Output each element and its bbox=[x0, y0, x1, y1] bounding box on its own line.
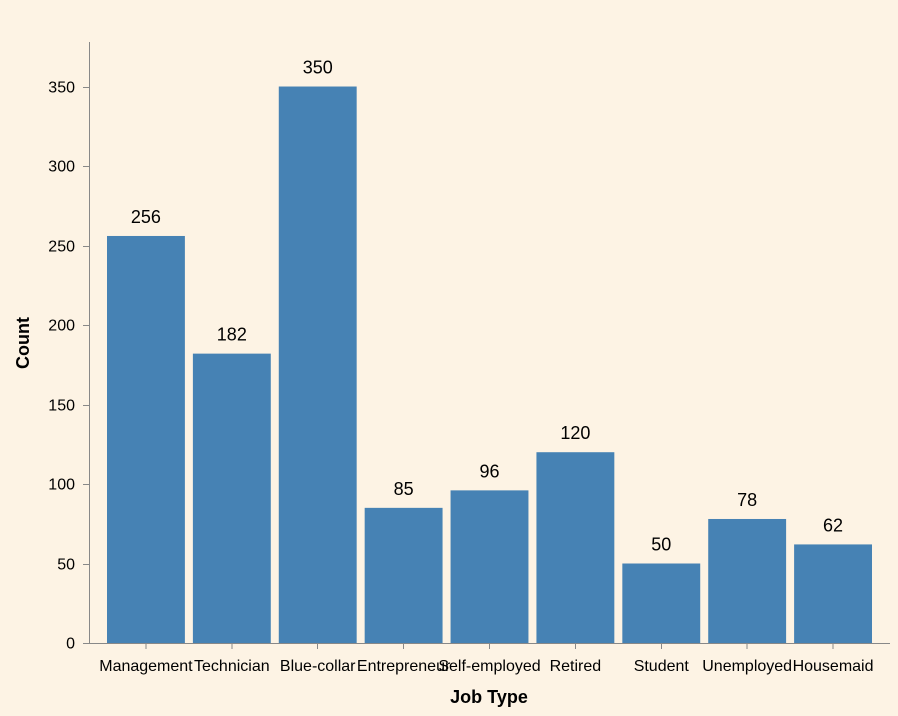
y-tick-label: 0 bbox=[66, 636, 75, 653]
x-tick-label: Self-employed bbox=[438, 658, 540, 675]
bar-management bbox=[107, 235, 185, 643]
bar-entrepreneur bbox=[364, 507, 443, 643]
y-tick-label: 50 bbox=[57, 557, 75, 574]
y-tick-label: 300 bbox=[48, 159, 75, 176]
x-axis-title: Job Type bbox=[450, 687, 528, 707]
y-tick-label: 100 bbox=[48, 477, 75, 494]
bar-self-employed bbox=[450, 490, 529, 643]
bar-retired bbox=[536, 452, 615, 643]
bar-student bbox=[622, 563, 701, 643]
data-label: 350 bbox=[303, 58, 333, 78]
data-label: 50 bbox=[651, 535, 671, 555]
x-tick-label: Entrepreneur bbox=[357, 658, 451, 675]
data-labels-group: 256 182 350 85 96 120 50 78 62 bbox=[131, 58, 843, 555]
data-label: 96 bbox=[479, 461, 499, 481]
data-label: 120 bbox=[560, 423, 590, 443]
bar-technician bbox=[192, 353, 271, 643]
y-tick-label: 200 bbox=[48, 318, 75, 335]
y-tick-label: 250 bbox=[48, 239, 75, 256]
data-label: 182 bbox=[217, 325, 247, 345]
y-tick-label: 350 bbox=[48, 80, 75, 97]
x-axis: Management Technician Blue-collar Entrepren… bbox=[89, 643, 890, 675]
bar-blue-collar bbox=[278, 86, 357, 643]
bar-housemaid bbox=[794, 544, 872, 643]
x-tick-label: Blue-collar bbox=[280, 658, 356, 675]
data-label: 85 bbox=[394, 479, 414, 499]
data-label: 78 bbox=[737, 490, 757, 510]
y-tick-label: 150 bbox=[48, 398, 75, 415]
bar-unemployed bbox=[708, 518, 787, 643]
y-axis: 0 50 100 150 200 250 300 350 bbox=[48, 42, 90, 653]
data-label: 256 bbox=[131, 207, 161, 227]
x-tick-label: Unemployed bbox=[702, 658, 792, 675]
x-tick-label: Housemaid bbox=[793, 658, 874, 675]
x-tick-label: Management bbox=[99, 658, 193, 675]
x-tick-label: Retired bbox=[550, 658, 602, 675]
x-tick-label: Technician bbox=[194, 658, 270, 675]
data-label: 62 bbox=[823, 515, 843, 535]
x-tick-label: Student bbox=[634, 658, 690, 675]
bars-group bbox=[107, 86, 872, 643]
y-axis-title: Count bbox=[13, 317, 33, 369]
